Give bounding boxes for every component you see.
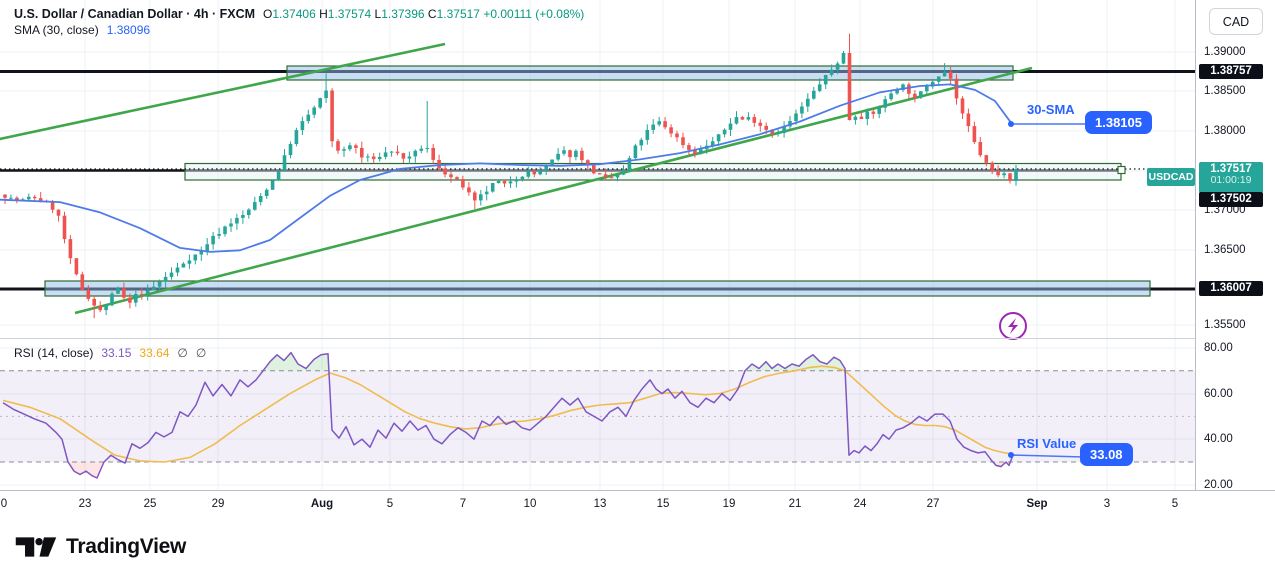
rsi-indicator-label[interactable]: RSI (14, close) <box>14 346 94 360</box>
time-axis-label: 25 <box>143 498 157 510</box>
symbol-price-line-badge: USDCAD <box>1147 168 1195 186</box>
change-value: +0.00111 (+0.08%) <box>483 7 585 21</box>
level-price-badge: 1.36007 <box>1199 280 1263 296</box>
price-scale-tick: 1.39000 <box>1204 46 1246 58</box>
pane-separator[interactable] <box>0 338 1275 339</box>
level-price-badge: 1.38757 <box>1199 63 1263 79</box>
time-axis-label: 24 <box>853 498 867 510</box>
rsi-lower-band-value: ∅ <box>195 346 207 360</box>
low-value: 1.37396 <box>381 7 425 21</box>
ohlc-values: O1.37406 H1.37574 L1.37396 C1.37517 +0.0… <box>263 7 584 21</box>
chart-legend: U.S. Dollar / Canadian Dollar · 4h · FXC… <box>14 6 584 38</box>
rsi-upper-band-value: ∅ <box>177 346 188 360</box>
sma-callout-badge[interactable]: 1.38105 <box>1085 111 1152 134</box>
time-axis-label: 7 <box>459 498 467 510</box>
current-price-badge: 1.37517 01:00:19 <box>1199 162 1263 193</box>
price-scale-tick: 1.38500 <box>1204 85 1246 97</box>
price-scale-tick: 1.38000 <box>1204 125 1246 137</box>
price-scale-tick: 60.00 <box>1204 388 1233 400</box>
symbol-title[interactable]: U.S. Dollar / Canadian Dollar · 4h · FXC… <box>14 7 256 21</box>
low-label: L <box>374 7 382 21</box>
rsi-callout-label[interactable]: RSI Value <box>1017 436 1077 451</box>
time-axis-label: 10 <box>523 498 537 510</box>
time-axis[interactable]: 0 23 25 29 Aug 5 7 10 13 15 19 21 24 27 Sep 3 5 <box>0 490 1275 521</box>
price-scale-tick: 40.00 <box>1204 433 1233 445</box>
time-axis-label: 5 <box>1171 498 1179 510</box>
price-chart-pane[interactable]: U.S. Dollar / Canadian Dollar · 4h · FXC… <box>0 0 1195 520</box>
time-axis-label: 15 <box>656 498 670 510</box>
tradingview-logo-text: TradingView <box>66 535 187 558</box>
time-axis-label: 13 <box>593 498 607 510</box>
time-axis-label: 27 <box>926 498 940 510</box>
sma-indicator-label[interactable]: SMA (30, close) <box>14 23 99 37</box>
close-value: 1.37517 <box>436 7 480 21</box>
open-value: 1.37406 <box>272 7 316 21</box>
chart-canvas[interactable] <box>0 0 1195 520</box>
open-label: O <box>263 7 273 21</box>
price-scale-tick: 80.00 <box>1204 342 1233 354</box>
time-axis-label: Aug <box>310 498 334 510</box>
time-axis-label: Sep <box>1026 498 1048 510</box>
time-axis-label: 19 <box>722 498 736 510</box>
price-scale[interactable]: CAD 1.39000 1.38500 1.38000 1.37000 1.36500 1… <box>1195 0 1275 520</box>
price-scale-tick: 1.35500 <box>1204 319 1246 331</box>
tradingview-logo-icon <box>15 537 57 557</box>
time-axis-label: 29 <box>211 498 225 510</box>
footer: TradingView <box>0 521 1275 578</box>
rsi-legend: RSI (14, close) 33.15 33.64 ∅ ∅ <box>14 345 206 361</box>
close-label: C <box>427 7 437 21</box>
rsi-value: 33.15 <box>101 346 132 360</box>
time-axis-label: 0 <box>0 498 8 510</box>
time-axis-label: 21 <box>788 498 802 510</box>
level-price-badge: 1.37502 <box>1199 191 1263 207</box>
sma-callout-label[interactable]: 30-SMA <box>1027 102 1075 117</box>
rsi-callout-badge[interactable]: 33.08 <box>1080 443 1133 466</box>
lightning-icon <box>999 312 1027 340</box>
price-scale-tick: 1.37000 <box>1204 204 1246 216</box>
price-scale-tick: 20.00 <box>1204 479 1233 491</box>
sma-indicator-value: 1.38096 <box>106 23 151 37</box>
tradingview-logo[interactable]: TradingView <box>14 534 186 560</box>
high-value: 1.37574 <box>327 7 372 21</box>
time-axis-label: 5 <box>386 498 394 510</box>
currency-button[interactable]: CAD <box>1209 8 1263 35</box>
high-label: H <box>319 7 328 21</box>
rsi-ma-value: 33.64 <box>139 346 170 360</box>
price-scale-tick: 1.36500 <box>1204 244 1246 256</box>
time-axis-label: 3 <box>1103 498 1111 510</box>
time-axis-label: 23 <box>78 498 92 510</box>
